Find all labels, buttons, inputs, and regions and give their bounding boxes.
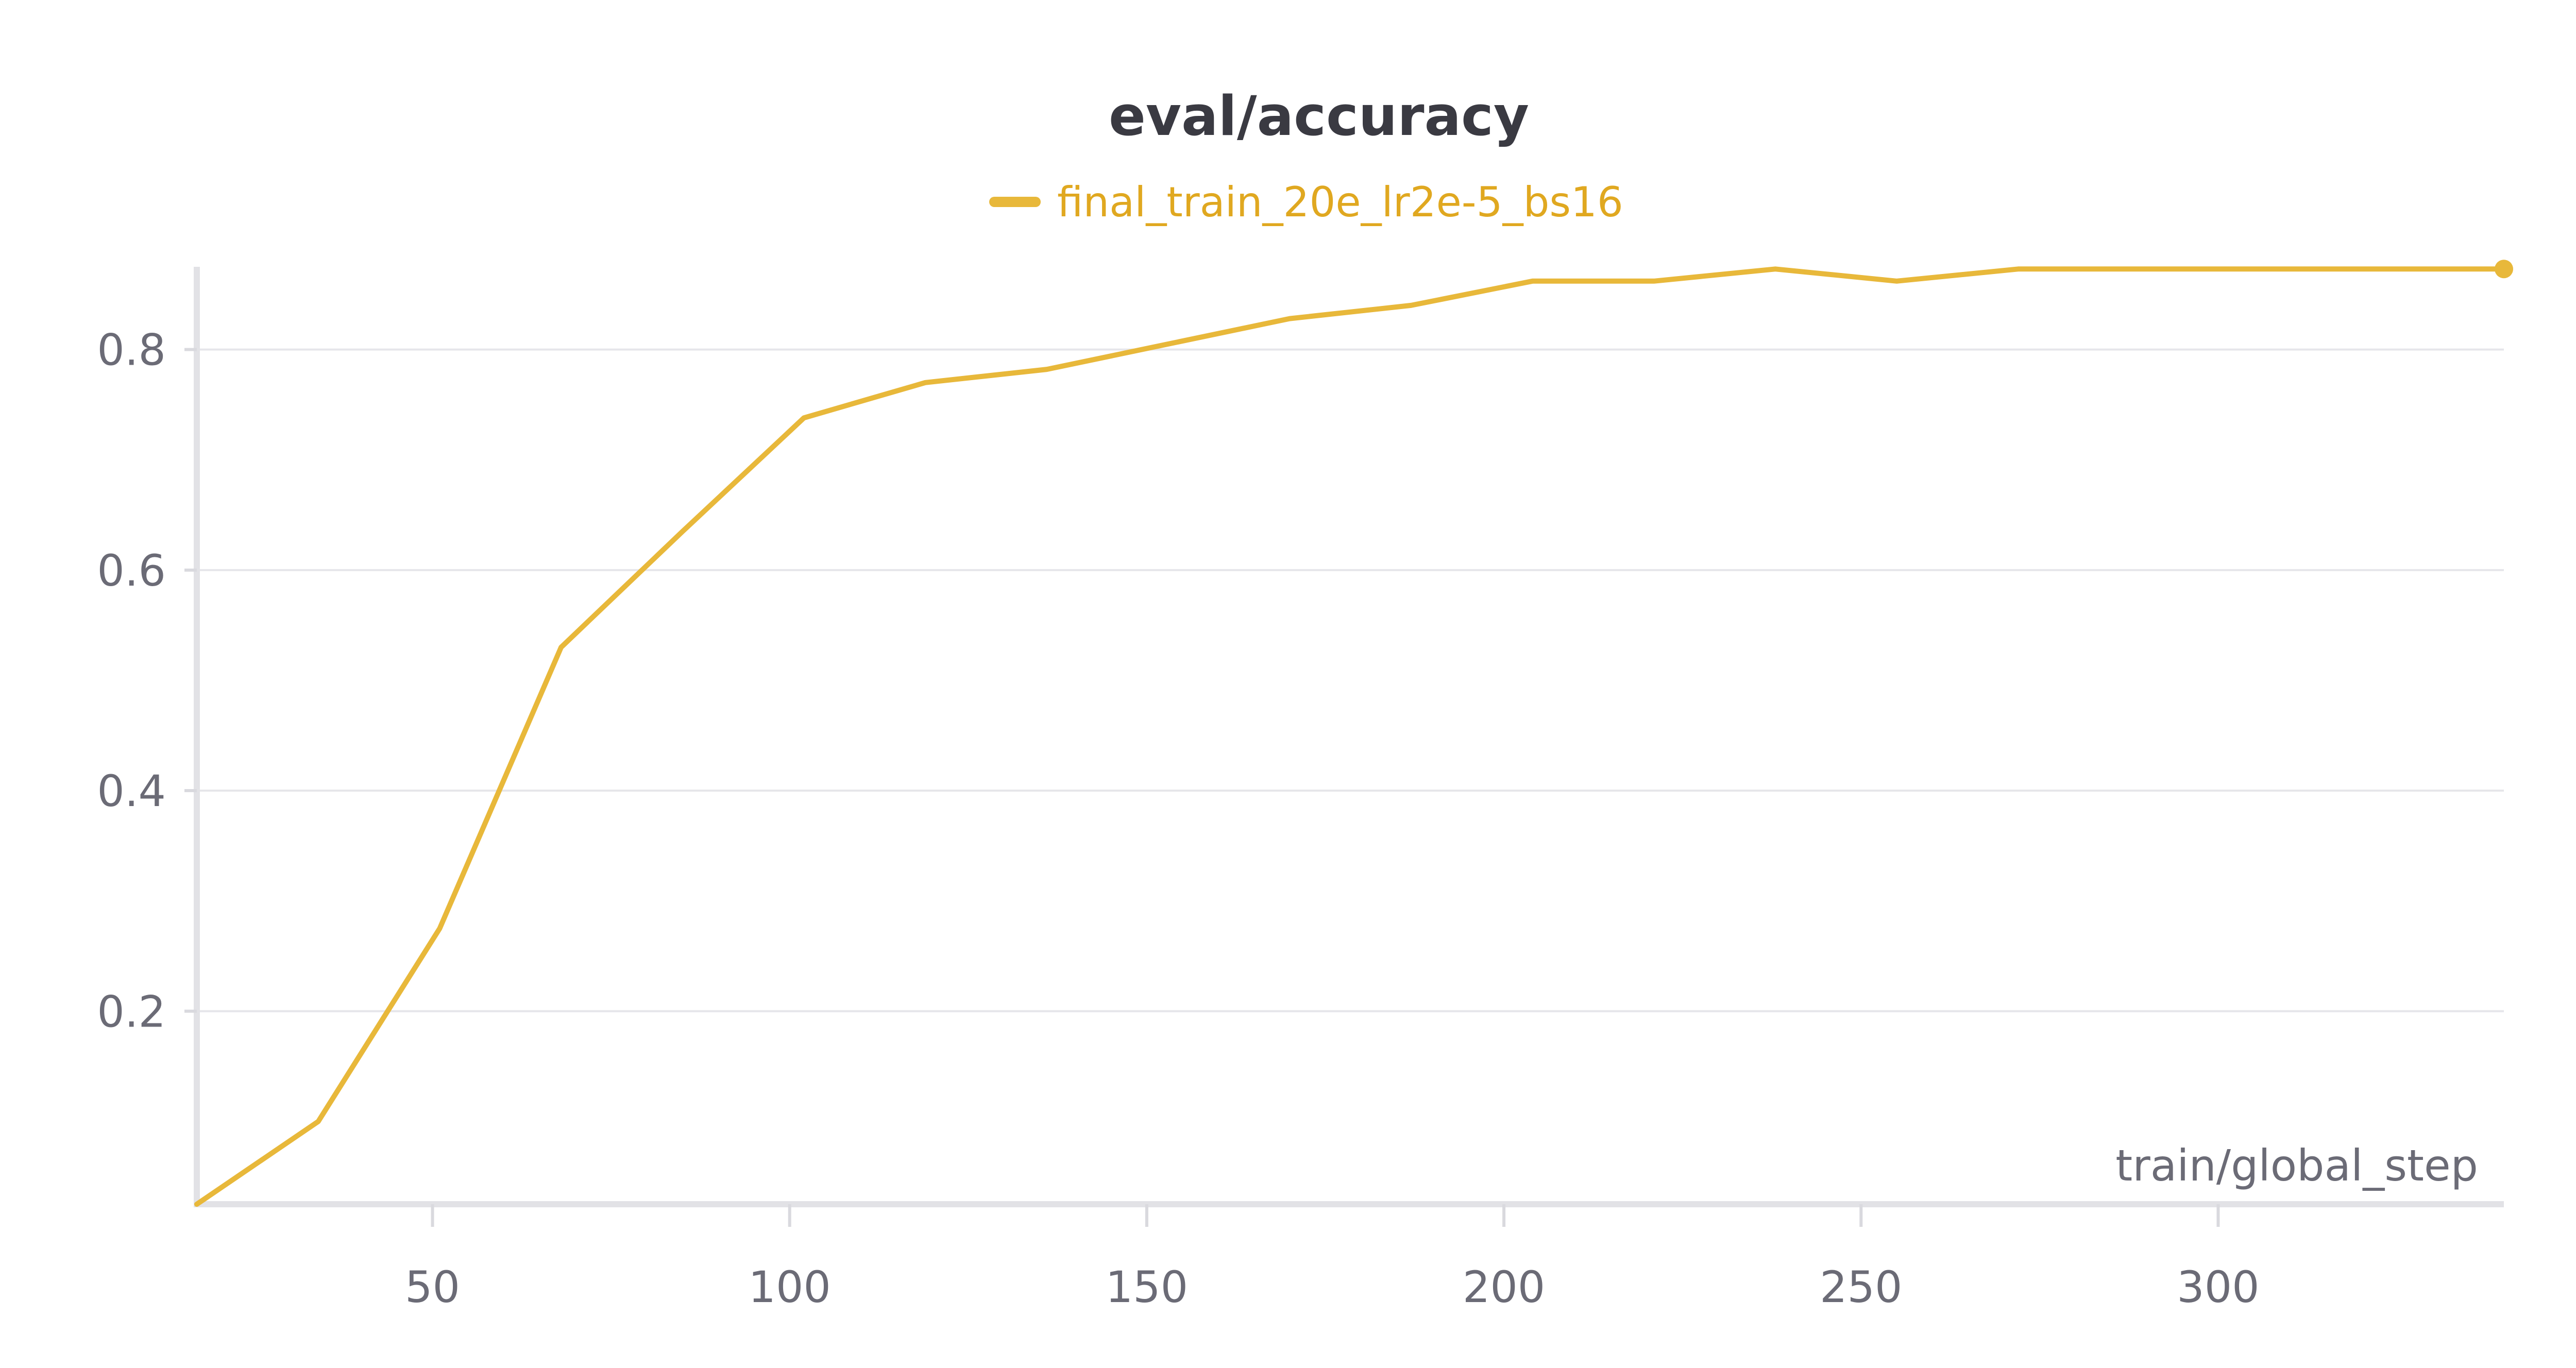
x-axis-ticks: 50 100 150 200 250 300 [405,1204,2260,1312]
y-axis-ticks: 0.2 0.4 0.6 0.8 [97,325,197,1037]
y-tick-label: 0.6 [97,545,166,596]
x-axis-title: train/global_step [2115,1140,2478,1191]
legend[interactable]: final_train_20e_lr2e-5_bs16 [989,178,1623,226]
chart-title: eval/accuracy [1109,84,1529,148]
series-end-point[interactable] [2495,260,2513,279]
axes [194,267,2504,1207]
x-tick-label: 250 [1820,1262,1902,1312]
x-tick-label: 50 [405,1262,460,1312]
series-group[interactable] [194,260,2513,1207]
series-line[interactable] [194,266,2506,1207]
x-tick-label: 300 [2177,1262,2259,1312]
x-tick-label: 150 [1106,1262,1188,1312]
x-tick-label: 200 [1463,1262,1545,1312]
grid-lines [197,348,2504,1013]
y-tick-label: 0.8 [97,325,166,375]
y-tick-label: 0.4 [97,766,166,816]
legend-label: final_train_20e_lr2e-5_bs16 [1057,178,1623,226]
x-tick-label: 100 [749,1262,831,1312]
y-tick-label: 0.2 [97,986,166,1037]
